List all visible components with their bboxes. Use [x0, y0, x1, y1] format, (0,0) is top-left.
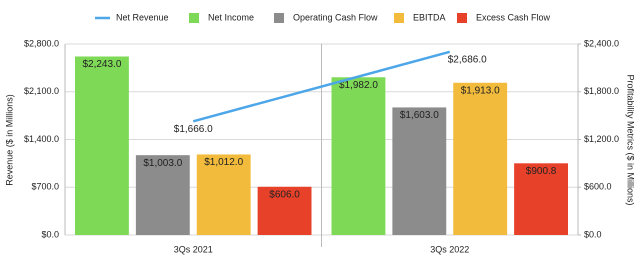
y-tick-label: $700.0 — [31, 182, 59, 192]
bar — [392, 107, 447, 235]
value-label: $900.8 — [526, 166, 557, 177]
bar — [453, 82, 508, 235]
legend-swatch — [274, 13, 284, 23]
y-axis-title: Revenue ($ in Millions) — [4, 94, 14, 186]
bar — [196, 154, 251, 235]
y2-tick-label: $600.0 — [584, 182, 612, 192]
value-label: $1,603.0 — [400, 110, 439, 121]
legend-label: EBITDA — [413, 12, 446, 22]
value-label: $1,003.0 — [143, 158, 182, 169]
legend-swatch — [189, 13, 199, 23]
bar — [331, 77, 386, 235]
legend-label: Net Revenue — [116, 12, 169, 22]
bar — [75, 56, 129, 235]
value-label: $1,913.0 — [461, 85, 500, 96]
bar — [135, 155, 190, 235]
y-tick-label: $1,400.0 — [24, 134, 59, 144]
legend-swatch — [457, 13, 467, 23]
legend-swatch — [394, 13, 404, 23]
y2-tick-label: $2,400.0 — [584, 38, 619, 48]
y-tick-label: $0.0 — [41, 229, 59, 239]
line — [192, 50, 451, 123]
bar — [257, 186, 312, 235]
y2-tick-label: $1,800.0 — [584, 86, 619, 96]
y2-axis-title: Profitability Metrics ($ in Millions) — [626, 74, 636, 205]
y-tick-label: $2,100.0 — [24, 86, 59, 96]
line-label: $1,666.0 — [174, 124, 213, 135]
y2-tick-label: $0.0 — [584, 229, 602, 239]
value-label: $1,012.0 — [204, 157, 243, 168]
value-label: $606.0 — [269, 189, 300, 200]
line-label: $2,686.0 — [448, 54, 487, 65]
value-label: $1,982.0 — [339, 80, 378, 91]
y-tick-label: $2,800.0 — [24, 38, 59, 48]
y2-tick-label: $1,200.0 — [584, 134, 619, 144]
legend-label: Excess Cash Flow — [476, 12, 551, 22]
x-tick-label: 3Qs 2022 — [430, 244, 469, 254]
x-tick-label: 3Qs 2021 — [174, 244, 213, 254]
bar — [514, 163, 568, 235]
value-label: $2,243.0 — [82, 59, 121, 70]
legend-label: Net Income — [208, 12, 254, 22]
legend-label: Operating Cash Flow — [293, 12, 378, 22]
